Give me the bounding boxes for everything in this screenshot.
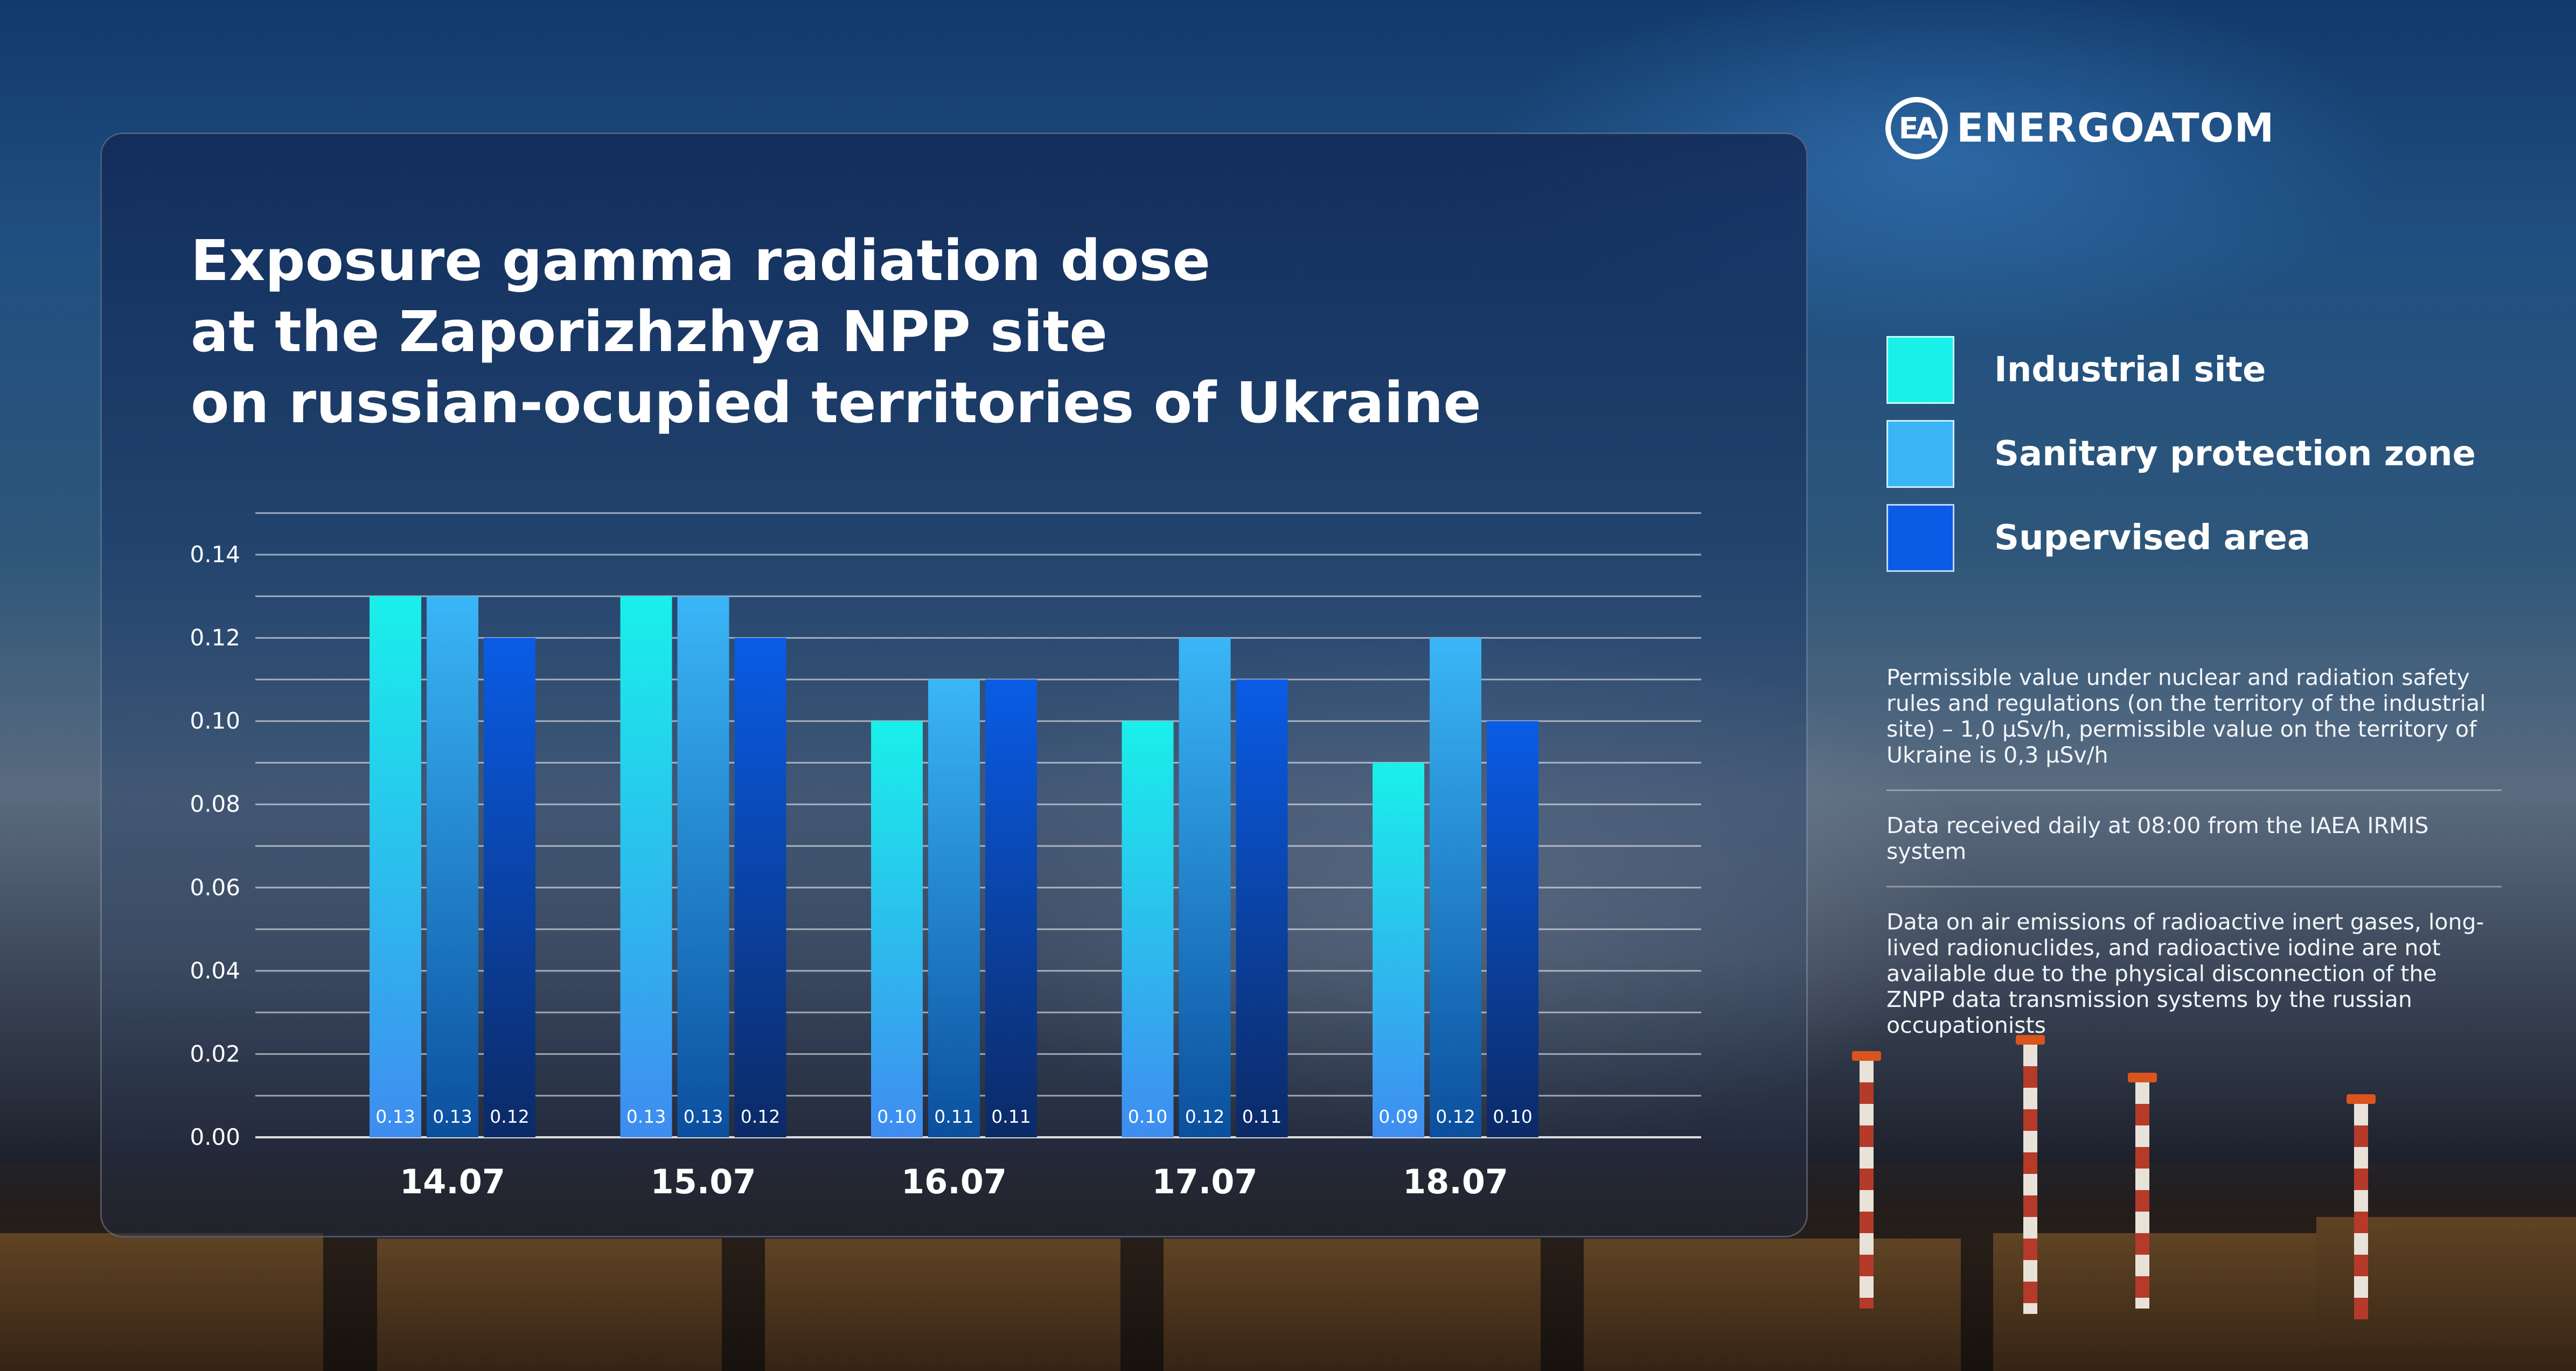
y-tick-label: 0.10: [190, 708, 240, 734]
title-line: on russian-ocupied territories of Ukrain…: [191, 370, 1481, 436]
legend-swatch: [1886, 420, 1954, 488]
data-label: 0.12: [741, 1106, 780, 1127]
data-label: 0.13: [626, 1106, 666, 1127]
legend-label: Industrial site: [1994, 350, 2266, 390]
y-tick-label: 0.00: [190, 1124, 240, 1150]
bar: [1122, 721, 1174, 1137]
data-label: 0.12: [1436, 1106, 1475, 1127]
bar: [1373, 763, 1424, 1137]
y-tick-label: 0.04: [190, 957, 240, 984]
y-tick-label: 0.12: [190, 625, 240, 651]
legend-swatch: [1886, 504, 1954, 572]
data-label: 0.12: [490, 1106, 529, 1127]
reactor-building: [1164, 1239, 1541, 1371]
divider: [1886, 789, 2502, 791]
reactor-building: [377, 1239, 722, 1371]
y-tick-label: 0.02: [190, 1040, 240, 1067]
legend-item-supervised-area: Supervised area: [1886, 504, 2310, 572]
reactor-building: [765, 1239, 1120, 1371]
data-label: 0.13: [433, 1106, 472, 1127]
x-tick-label: 16.07: [901, 1162, 1007, 1201]
note-permissible-values: Permissible value under nuclear and radi…: [1886, 664, 2486, 768]
y-tick-label: 0.08: [190, 791, 240, 817]
data-label: 0.11: [1242, 1106, 1282, 1127]
bar: [677, 596, 729, 1137]
bar: [985, 679, 1037, 1137]
note-data-source: Data received daily at 08:00 from the IA…: [1886, 813, 2429, 864]
chimney-stack: [2347, 1094, 2376, 1319]
bar: [484, 638, 535, 1137]
y-tick-label: 0.06: [190, 874, 240, 900]
data-label: 0.10: [1493, 1106, 1532, 1127]
x-tick-label: 18.07: [1403, 1162, 1508, 1201]
x-tick-label: 14.07: [400, 1162, 505, 1201]
data-label: 0.10: [877, 1106, 916, 1127]
chart-title: Exposure gamma radiation dose at the Zap…: [191, 225, 1753, 438]
legend-item-sanitary-protection-zone: Sanitary protection zone: [1886, 420, 2476, 488]
bar: [1179, 638, 1231, 1137]
bar: [427, 596, 478, 1137]
reactor-building: [0, 1233, 323, 1371]
bar: [370, 596, 421, 1137]
chimney-stack: [2016, 1035, 2045, 1314]
chimney-stack: [1852, 1051, 1881, 1309]
reactor-building: [1584, 1239, 1961, 1371]
divider: [1886, 886, 2502, 887]
logo-wordmark: ENERGOATOM: [1957, 105, 2275, 151]
data-label: 0.13: [684, 1106, 723, 1127]
bar: [871, 721, 923, 1137]
notes-section: Permissible value under nuclear and radi…: [1886, 664, 2502, 1038]
bar: [1236, 679, 1288, 1137]
legend-label: Sanitary protection zone: [1994, 434, 2476, 474]
logo-mark: EA: [1885, 97, 1948, 159]
data-label: 0.11: [991, 1106, 1031, 1127]
x-tick-label: 15.07: [650, 1162, 756, 1201]
bar: [928, 679, 980, 1137]
bar: [734, 638, 786, 1137]
energoatom-logo: EA ENERGOATOM: [1885, 96, 2274, 160]
chimney-stack: [2128, 1073, 2157, 1309]
data-label: 0.10: [1128, 1106, 1167, 1127]
legend-label: Supervised area: [1994, 518, 2311, 558]
data-label: 0.11: [934, 1106, 973, 1127]
legend-swatch: [1886, 336, 1954, 404]
title-line: Exposure gamma radiation dose: [191, 228, 1210, 293]
bar: [1487, 721, 1538, 1137]
bar: [1430, 638, 1481, 1137]
note-emissions-unavailable: Data on air emissions of radioactive ine…: [1886, 909, 2484, 1038]
title-line: at the Zaporizhzhya NPP site: [191, 299, 1108, 365]
x-tick-label: 17.07: [1152, 1162, 1257, 1201]
legend-item-industrial-site: Industrial site: [1886, 336, 2266, 404]
reactor-building: [1993, 1233, 2316, 1371]
data-label: 0.09: [1378, 1106, 1418, 1127]
data-label: 0.12: [1185, 1106, 1224, 1127]
data-label: 0.13: [375, 1106, 415, 1127]
bar: [620, 596, 672, 1137]
y-tick-label: 0.14: [190, 541, 240, 568]
